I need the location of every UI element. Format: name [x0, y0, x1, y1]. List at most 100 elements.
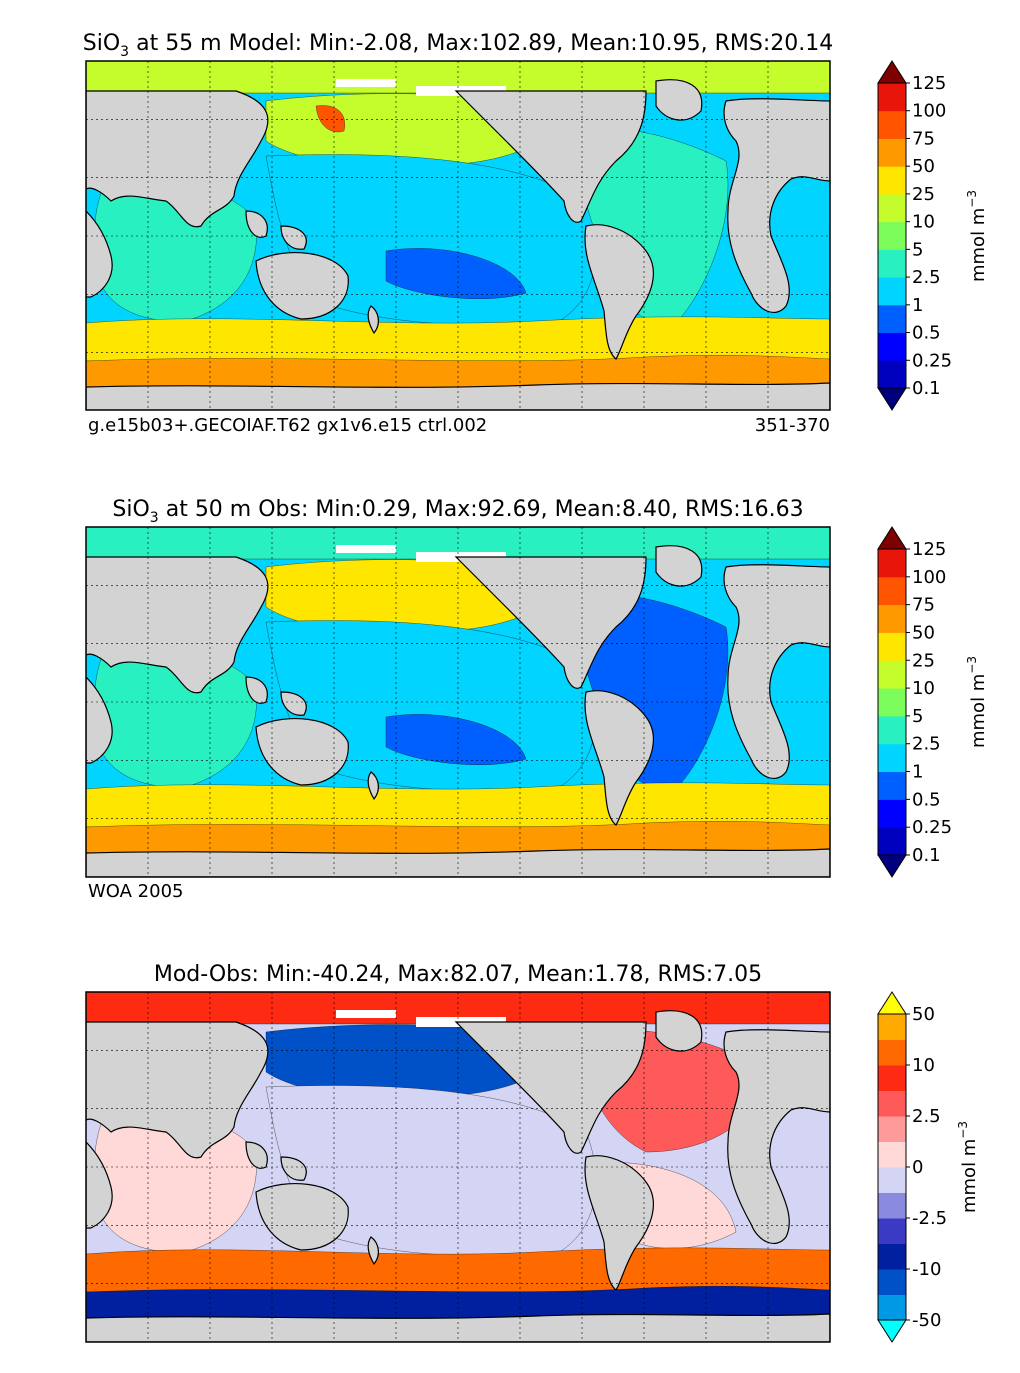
- colorbar-tick-label: 1: [912, 295, 923, 316]
- colorbar-tick-label: 125: [912, 539, 946, 560]
- colorbar-frame: [877, 82, 907, 389]
- colorbar-segment: [878, 1090, 906, 1117]
- panel-obs-title: SiO3 at 50 m Obs: Min:0.29, Max:92.69, M…: [112, 497, 803, 526]
- colorbar-tick-label: 100: [912, 101, 946, 122]
- colorbar-extend-min: [877, 854, 907, 878]
- colorbar-tick-label: 10: [912, 1055, 935, 1076]
- colorbar-segment: [878, 304, 906, 334]
- panel-difference-colorbar-label: mmol m−3: [956, 1121, 980, 1213]
- land-mass: [367, 771, 380, 801]
- region-south-pacific-gyre-core: [385, 714, 527, 765]
- panel-difference-colorbar: -50 -10 -2.5 0 2.5 10 50: [877, 991, 947, 1343]
- land-mass: [454, 556, 647, 689]
- colorbar-segment: [878, 632, 906, 661]
- colorbar-extend-max: [877, 60, 907, 84]
- panel-model-frame: [85, 60, 831, 411]
- colorbar-tick-label: 0.5: [912, 789, 941, 810]
- panel-model-colorbar-label: mmol m−3: [965, 190, 989, 282]
- colorbar-segment: [878, 193, 906, 223]
- colorbar-segment: [878, 799, 906, 828]
- region-south-pacific-gyre-core: [385, 248, 527, 299]
- panel-difference: Mod-Obs: Min:-40.24, Max:82.07, Mean:1.7…: [85, 962, 980, 1343]
- colorbar-segment: [878, 1014, 906, 1040]
- land-mass: [367, 1236, 380, 1266]
- colorbar-segment: [878, 1218, 906, 1244]
- colorbar-segment: [878, 743, 906, 773]
- colorbar-tick-label: -50: [912, 1310, 941, 1331]
- land-mass: [86, 676, 113, 764]
- colorbar-tick-label: 10: [912, 212, 935, 233]
- land-mass: [255, 717, 349, 786]
- panel-difference-title: Mod-Obs: Min:-40.24, Max:82.07, Mean:1.7…: [154, 962, 762, 987]
- panel-model-years-label: 351-370: [755, 415, 830, 436]
- colorbar-segment: [878, 110, 906, 139]
- colorbar-tick-label: 50: [912, 1004, 935, 1025]
- land-mass: [86, 90, 269, 228]
- panel-obs: SiO3 at 50 m Obs: Min:0.29, Max:92.69, M…: [85, 497, 989, 902]
- land-mass: [280, 1156, 307, 1181]
- colorbar-tick-label: -10: [912, 1259, 941, 1280]
- land-mass: [584, 224, 655, 360]
- land-mass: [454, 1021, 647, 1154]
- colorbar-segment: [878, 1039, 906, 1066]
- panel-obs-map: [86, 527, 830, 877]
- sea-ice-patch: [336, 545, 396, 553]
- colorbar-tick-label: 0.25: [912, 817, 952, 838]
- colorbar-segment: [878, 1269, 906, 1295]
- colorbar-tick-label: 0.1: [912, 845, 941, 866]
- colorbar-segment: [878, 360, 906, 389]
- panel-model-case-label: g.e15b03+.GECOIAF.T62 gx1v6.e15 ctrl.002: [88, 415, 487, 436]
- colorbar-tick-label: -2.5: [912, 1208, 947, 1229]
- colorbar-tick-label: 1: [912, 762, 923, 783]
- panel-obs-colorbar: 0.1 0.25 0.5 1 2.5 5 10 25 50 75 100 125: [877, 526, 952, 878]
- colorbar-frame: [877, 548, 907, 856]
- region-southern-ocean-band: [86, 1247, 830, 1293]
- colorbar-tick-label: 5: [912, 706, 923, 727]
- land-mass: [454, 90, 647, 223]
- land-mass: [255, 1182, 349, 1251]
- colorbar-tick-label: 50: [912, 622, 935, 643]
- colorbar-tick-label: 2.5: [912, 734, 941, 755]
- colorbar-tick-label: 2.5: [912, 267, 941, 288]
- colorbar-segment: [878, 332, 906, 361]
- land-mass: [86, 1021, 269, 1159]
- colorbar-segment: [878, 771, 906, 800]
- colorbar-segment: [878, 1141, 906, 1168]
- colorbar-segment: [878, 1243, 906, 1270]
- land-mass: [655, 545, 703, 587]
- land-mass: [367, 305, 380, 335]
- colorbar-extend-min: [877, 1319, 907, 1343]
- colorbar-segment: [878, 604, 906, 633]
- colorbar-tick-label: 10: [912, 678, 935, 699]
- land-mass: [584, 1155, 655, 1291]
- colorbar-segment: [878, 1065, 906, 1091]
- colorbar-segment: [878, 83, 906, 112]
- colorbar-segment: [878, 166, 906, 195]
- sea-ice-patch: [336, 79, 396, 87]
- colorbar-segment: [878, 1192, 906, 1219]
- colorbar-segment: [878, 277, 906, 306]
- colorbar-segment: [878, 1167, 906, 1193]
- land-mass: [255, 251, 349, 320]
- land-mass: [280, 225, 307, 250]
- region-southern-ocean-band: [86, 782, 830, 828]
- colorbar-segment: [878, 1294, 906, 1321]
- colorbar-segment: [878, 827, 906, 856]
- region-okhotsk: [315, 105, 346, 133]
- colorbar-tick-label: 100: [912, 567, 946, 588]
- land-mass: [280, 691, 307, 716]
- colorbar-tick-label: 75: [912, 128, 935, 149]
- colorbar-tick-label: 25: [912, 184, 935, 205]
- land-mass: [655, 1010, 703, 1052]
- colorbar-tick-label: 50: [912, 156, 935, 177]
- land-mass: [86, 556, 269, 694]
- colorbar-tick-label: 5: [912, 239, 923, 260]
- colorbar-segment: [878, 1116, 906, 1142]
- panel-obs-colorbar-label: mmol m−3: [965, 656, 989, 748]
- colorbar-tick-label: 0: [912, 1157, 923, 1178]
- colorbar-tick-label: 0.5: [912, 323, 941, 344]
- colorbar-tick-label: 2.5: [912, 1106, 941, 1127]
- colorbar-extend-max: [877, 526, 907, 550]
- panel-difference-frame: [85, 991, 831, 1343]
